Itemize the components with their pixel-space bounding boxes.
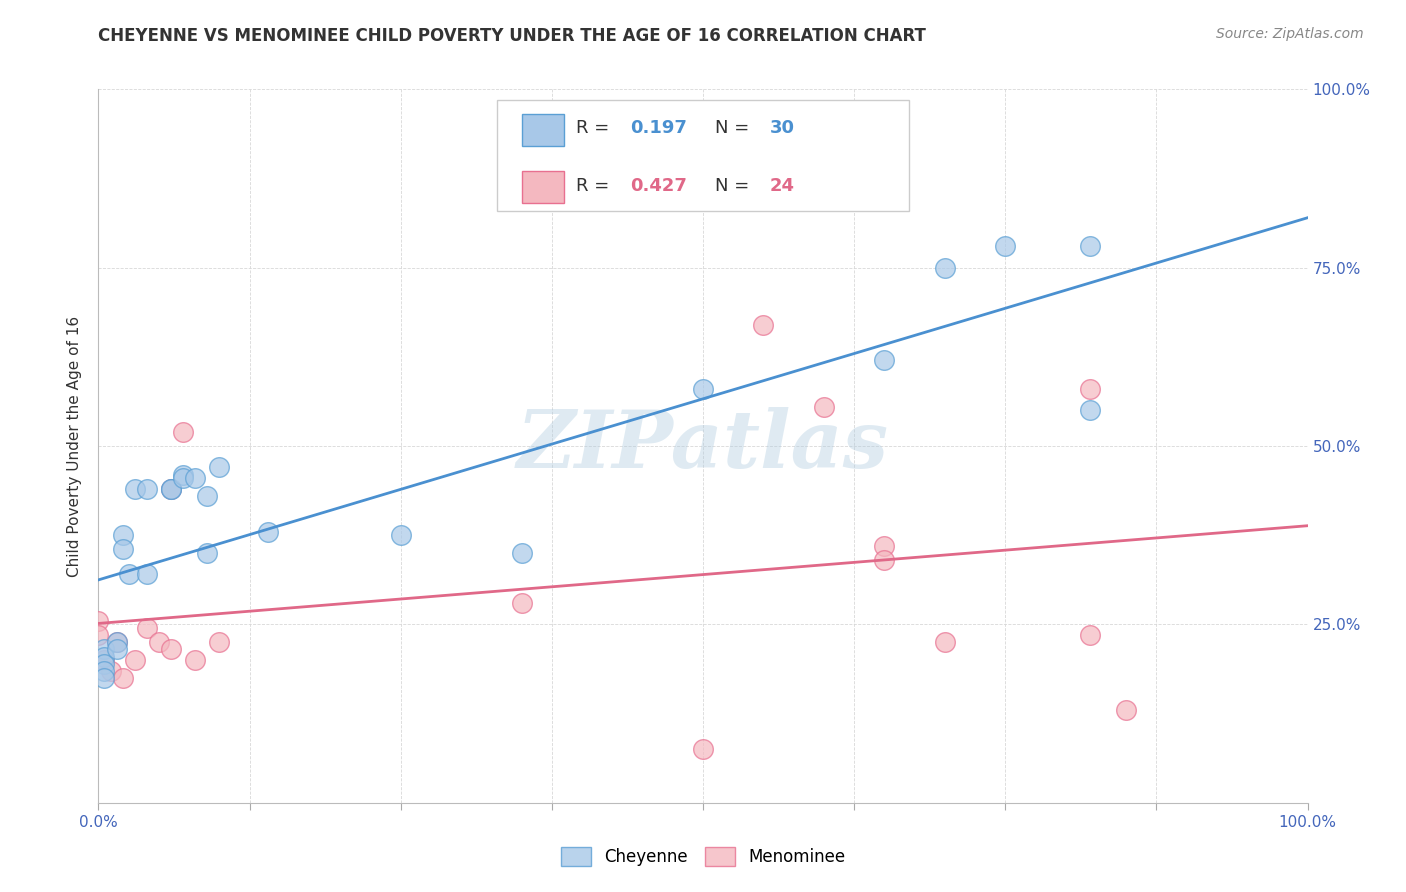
FancyBboxPatch shape [522, 114, 564, 146]
Point [93, 642, 115, 657]
Point [160, 482, 183, 496]
Text: R =: R = [576, 177, 614, 194]
Text: 24: 24 [769, 177, 794, 194]
Point [172, 467, 194, 482]
Point [184, 653, 207, 667]
Point [148, 635, 170, 649]
Text: CHEYENNE VS MENOMINEE CHILD POVERTY UNDER THE AGE OF 16 CORRELATION CHART: CHEYENNE VS MENOMINEE CHILD POVERTY UNDE… [98, 27, 927, 45]
Text: ZIPatlas: ZIPatlas [517, 408, 889, 484]
Point [135, 621, 157, 635]
Point [1078, 403, 1101, 417]
Text: R =: R = [576, 120, 614, 137]
Y-axis label: Child Poverty Under the Age of 16: Child Poverty Under the Age of 16 [67, 316, 83, 576]
Point [105, 635, 128, 649]
Point [389, 528, 412, 542]
Point [105, 642, 128, 657]
Point [752, 318, 775, 332]
Text: 0.427: 0.427 [630, 177, 688, 194]
Point [873, 539, 896, 553]
Point [873, 553, 896, 567]
Text: N =: N = [716, 120, 755, 137]
Text: 0.197: 0.197 [630, 120, 688, 137]
Point [87, 614, 110, 628]
Point [934, 260, 956, 275]
Text: 30: 30 [769, 120, 794, 137]
Point [87, 628, 110, 642]
Point [111, 671, 134, 685]
Point [105, 635, 128, 649]
Point [124, 653, 146, 667]
Point [93, 649, 115, 664]
Point [160, 482, 183, 496]
Text: N =: N = [716, 177, 755, 194]
Point [172, 425, 194, 439]
Point [813, 400, 835, 414]
Point [1078, 239, 1101, 253]
Point [208, 635, 231, 649]
Point [934, 635, 956, 649]
Point [135, 482, 157, 496]
Point [510, 546, 533, 560]
Point [994, 239, 1017, 253]
Legend: Cheyenne, Menominee: Cheyenne, Menominee [554, 840, 852, 873]
Point [873, 353, 896, 368]
FancyBboxPatch shape [522, 171, 564, 203]
Point [111, 528, 134, 542]
Point [93, 664, 115, 678]
Point [93, 653, 115, 667]
Point [1115, 703, 1137, 717]
Point [118, 567, 141, 582]
Point [135, 567, 157, 582]
Point [124, 482, 146, 496]
Point [195, 489, 218, 503]
Point [184, 471, 207, 485]
Point [93, 657, 115, 671]
Point [93, 671, 115, 685]
Point [208, 460, 231, 475]
Point [256, 524, 278, 539]
Point [692, 742, 714, 756]
Point [692, 382, 714, 396]
Point [160, 482, 183, 496]
Text: Source: ZipAtlas.com: Source: ZipAtlas.com [1216, 27, 1364, 41]
Point [160, 642, 183, 657]
Point [111, 542, 134, 557]
Point [510, 596, 533, 610]
Point [100, 664, 122, 678]
Point [1078, 382, 1101, 396]
Point [172, 471, 194, 485]
Point [195, 546, 218, 560]
Point [1078, 628, 1101, 642]
FancyBboxPatch shape [498, 100, 908, 211]
